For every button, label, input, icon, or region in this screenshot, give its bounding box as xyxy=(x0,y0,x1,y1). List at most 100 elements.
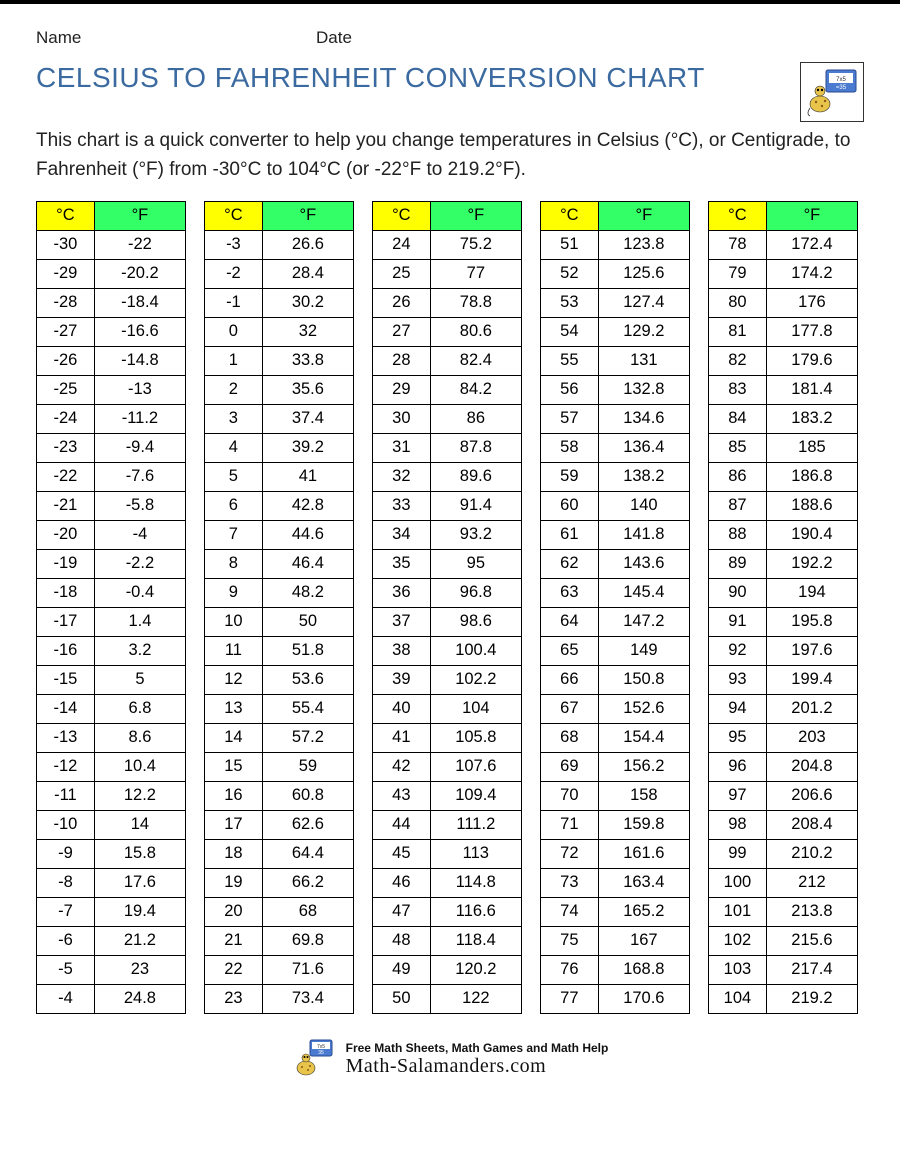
celsius-cell: 63 xyxy=(541,578,599,607)
fahrenheit-cell: 41 xyxy=(262,462,353,491)
table-row: 101213.8 xyxy=(709,897,858,926)
table-row: 1253.6 xyxy=(205,665,354,694)
fahrenheit-cell: 15.8 xyxy=(94,839,185,868)
fahrenheit-cell: 140 xyxy=(598,491,689,520)
fahrenheit-cell: 69.8 xyxy=(262,926,353,955)
fahrenheit-cell: 192.2 xyxy=(766,549,857,578)
fahrenheit-cell: 111.2 xyxy=(430,810,521,839)
table-row: 77170.6 xyxy=(541,984,690,1013)
celsius-cell: 16 xyxy=(205,781,263,810)
fahrenheit-cell: 107.6 xyxy=(430,752,521,781)
fahrenheit-cell: 195.8 xyxy=(766,607,857,636)
celsius-cell: 35 xyxy=(373,549,431,578)
table-row: 45113 xyxy=(373,839,522,868)
celsius-cell: -24 xyxy=(37,404,95,433)
celsius-cell: 43 xyxy=(373,781,431,810)
table-row: -21-5.8 xyxy=(37,491,186,520)
celsius-cell: 57 xyxy=(541,404,599,433)
table-row: -326.6 xyxy=(205,230,354,259)
table-row: 1559 xyxy=(205,752,354,781)
celsius-cell: -27 xyxy=(37,317,95,346)
date-label: Date xyxy=(316,28,352,48)
fahrenheit-cell: 93.2 xyxy=(430,520,521,549)
celsius-header: °C xyxy=(709,201,767,230)
fahrenheit-cell: 163.4 xyxy=(598,868,689,897)
celsius-cell: 2 xyxy=(205,375,263,404)
table-row: -28-18.4 xyxy=(37,288,186,317)
table-row: 74165.2 xyxy=(541,897,690,926)
table-row: -719.4 xyxy=(37,897,186,926)
table-row: 71159.8 xyxy=(541,810,690,839)
table-row: 84183.2 xyxy=(709,404,858,433)
table-row: -1112.2 xyxy=(37,781,186,810)
celsius-cell: -23 xyxy=(37,433,95,462)
fahrenheit-cell: 212 xyxy=(766,868,857,897)
table-row: 1050 xyxy=(205,607,354,636)
table-row: 59138.2 xyxy=(541,462,690,491)
celsius-cell: 13 xyxy=(205,694,263,723)
fahrenheit-cell: 30.2 xyxy=(262,288,353,317)
fahrenheit-cell: 80.6 xyxy=(430,317,521,346)
fahrenheit-cell: 55.4 xyxy=(262,694,353,723)
table-row: 846.4 xyxy=(205,549,354,578)
fahrenheit-cell: 73.4 xyxy=(262,984,353,1013)
table-row: -26-14.8 xyxy=(37,346,186,375)
fahrenheit-cell: 8.6 xyxy=(94,723,185,752)
table-row: 3595 xyxy=(373,549,522,578)
fahrenheit-cell: 190.4 xyxy=(766,520,857,549)
conversion-table-1: °C°F-326.6-228.4-130.2032133.8235.6337.4… xyxy=(204,201,354,1014)
fahrenheit-cell: 102.2 xyxy=(430,665,521,694)
fahrenheit-cell: 14 xyxy=(94,810,185,839)
table-row: -146.8 xyxy=(37,694,186,723)
celsius-cell: 67 xyxy=(541,694,599,723)
table-row: 57134.6 xyxy=(541,404,690,433)
table-row: 69156.2 xyxy=(541,752,690,781)
celsius-cell: 10 xyxy=(205,607,263,636)
fahrenheit-cell: 114.8 xyxy=(430,868,521,897)
celsius-cell: 49 xyxy=(373,955,431,984)
fahrenheit-cell: 186.8 xyxy=(766,462,857,491)
table-row: 95203 xyxy=(709,723,858,752)
table-row: -29-20.2 xyxy=(37,259,186,288)
table-row: 948.2 xyxy=(205,578,354,607)
fahrenheit-header: °F xyxy=(766,201,857,230)
table-row: -163.2 xyxy=(37,636,186,665)
fahrenheit-cell: 145.4 xyxy=(598,578,689,607)
fahrenheit-cell: 28.4 xyxy=(262,259,353,288)
table-row: 2882.4 xyxy=(373,346,522,375)
page-title: CELSIUS TO FAHRENHEIT CONVERSION CHART xyxy=(36,62,705,94)
table-row: 46114.8 xyxy=(373,868,522,897)
fahrenheit-cell: 122 xyxy=(430,984,521,1013)
fahrenheit-cell: 26.6 xyxy=(262,230,353,259)
celsius-cell: 60 xyxy=(541,491,599,520)
celsius-cell: 90 xyxy=(709,578,767,607)
celsius-cell: 98 xyxy=(709,810,767,839)
table-row: 100212 xyxy=(709,868,858,897)
table-row: -30-22 xyxy=(37,230,186,259)
celsius-cell: 97 xyxy=(709,781,767,810)
footer-brand: Math-Salamanders.com xyxy=(346,1055,609,1078)
celsius-cell: 6 xyxy=(205,491,263,520)
table-row: 3086 xyxy=(373,404,522,433)
table-row: 235.6 xyxy=(205,375,354,404)
fahrenheit-cell: 203 xyxy=(766,723,857,752)
table-row: 1151.8 xyxy=(205,636,354,665)
table-row: 82179.6 xyxy=(709,346,858,375)
celsius-cell: 52 xyxy=(541,259,599,288)
celsius-cell: 15 xyxy=(205,752,263,781)
table-row: 51123.8 xyxy=(541,230,690,259)
fahrenheit-cell: -7.6 xyxy=(94,462,185,491)
table-row: 62143.6 xyxy=(541,549,690,578)
celsius-cell: 74 xyxy=(541,897,599,926)
celsius-cell: 45 xyxy=(373,839,431,868)
fahrenheit-cell: 188.6 xyxy=(766,491,857,520)
table-row: -23-9.4 xyxy=(37,433,186,462)
celsius-cell: 83 xyxy=(709,375,767,404)
fahrenheit-cell: 116.6 xyxy=(430,897,521,926)
celsius-cell: 95 xyxy=(709,723,767,752)
fahrenheit-cell: 131 xyxy=(598,346,689,375)
celsius-cell: 17 xyxy=(205,810,263,839)
celsius-cell: 42 xyxy=(373,752,431,781)
celsius-cell: 30 xyxy=(373,404,431,433)
fahrenheit-cell: 37.4 xyxy=(262,404,353,433)
